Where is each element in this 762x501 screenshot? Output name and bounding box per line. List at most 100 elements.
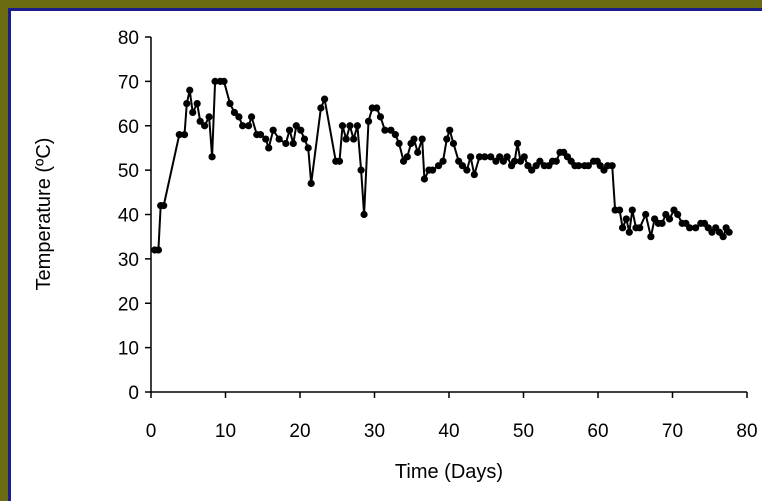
data-point: [628, 206, 636, 214]
data-point: [262, 135, 270, 143]
data-point: [357, 166, 365, 174]
series-layer: [151, 77, 733, 254]
data-point: [503, 153, 511, 161]
data-point: [618, 224, 627, 232]
data-point: [691, 224, 700, 232]
data-point: [528, 166, 536, 174]
data-point: [552, 157, 560, 165]
y-tick-label: 30: [118, 250, 139, 271]
data-point: [403, 153, 411, 161]
data-point: [320, 95, 329, 103]
data-point: [193, 99, 201, 108]
data-point: [467, 153, 475, 161]
y-tick-label: 70: [118, 72, 139, 93]
data-point: [647, 233, 655, 241]
data-point: [449, 139, 458, 148]
data-point: [220, 77, 228, 85]
data-point: [265, 144, 273, 152]
data-point: [381, 126, 389, 134]
x-tick-label: 20: [289, 421, 310, 442]
x-tick-label: 0: [146, 421, 157, 442]
data-point: [373, 104, 381, 112]
x-tick-label: 30: [364, 421, 385, 442]
data-point: [536, 157, 544, 165]
data-point: [360, 210, 368, 219]
data-point: [481, 153, 489, 161]
x-tick-label: 40: [438, 421, 459, 442]
data-point: [622, 215, 630, 223]
x-tick-label: 50: [513, 421, 534, 442]
data-point: [175, 131, 183, 139]
y-tick-label: 80: [118, 28, 139, 49]
data-point: [205, 113, 213, 121]
data-point: [239, 122, 247, 130]
data-point: [439, 157, 447, 165]
data-point: [458, 162, 467, 170]
x-tick-label: 60: [587, 421, 608, 442]
data-point: [304, 144, 312, 152]
data-point: [658, 219, 666, 227]
data-point: [289, 139, 297, 148]
data-point: [636, 224, 644, 232]
data-point: [335, 157, 344, 165]
data-point: [342, 135, 350, 143]
data-point: [475, 153, 484, 161]
data-point: [346, 122, 354, 130]
x-axis-title: Time (Days): [395, 461, 503, 483]
data-point: [719, 233, 727, 241]
data-point: [285, 126, 294, 134]
data-point: [183, 99, 191, 108]
y-tick-label: 50: [118, 161, 139, 182]
data-point: [208, 153, 216, 161]
data-point: [513, 139, 522, 148]
data-point: [463, 166, 471, 174]
data-point: [338, 122, 347, 130]
data-point: [211, 77, 219, 85]
data-point: [376, 113, 385, 121]
data-point: [575, 162, 583, 170]
data-point: [446, 126, 454, 134]
data-point: [387, 126, 395, 134]
data-point: [154, 246, 163, 254]
data-point: [434, 162, 443, 170]
data-point: [414, 148, 422, 156]
data-point: [725, 228, 733, 236]
data-point: [275, 135, 283, 143]
data-point: [247, 113, 256, 121]
axes: 0 10 20 30 40 50 60 70 80 0 10 20 30 40 50 60 70 80: [118, 28, 758, 442]
data-point: [269, 126, 277, 134]
data-point: [189, 108, 197, 117]
data-point: [395, 139, 403, 148]
data-point: [665, 215, 674, 223]
data-point: [487, 153, 495, 161]
data-point: [443, 135, 451, 143]
y-tick-label: 40: [118, 206, 139, 227]
y-axis-title: Temperature (ºC): [33, 138, 55, 291]
data-point: [226, 99, 234, 108]
data-point: [307, 179, 315, 188]
data-point: [674, 210, 682, 219]
y-tick-label: 60: [118, 117, 139, 138]
data-point: [317, 104, 325, 112]
data-point: [470, 170, 478, 179]
data-point: [297, 126, 305, 134]
data-point: [364, 117, 373, 125]
x-tick-label: 70: [662, 421, 683, 442]
data-point: [180, 131, 189, 139]
data-point: [625, 228, 633, 236]
data-point: [186, 86, 194, 94]
y-tick-label: 0: [128, 383, 139, 404]
data-point: [686, 224, 694, 232]
data-point: [160, 202, 168, 210]
data-point: [282, 139, 290, 148]
data-point: [510, 157, 519, 165]
data-point: [235, 113, 243, 121]
data-point: [642, 210, 650, 219]
data-point: [420, 175, 429, 183]
data-point: [520, 153, 528, 161]
data-point: [584, 162, 592, 170]
data-point: [608, 162, 616, 170]
data-point: [391, 131, 399, 139]
data-point: [256, 131, 265, 139]
